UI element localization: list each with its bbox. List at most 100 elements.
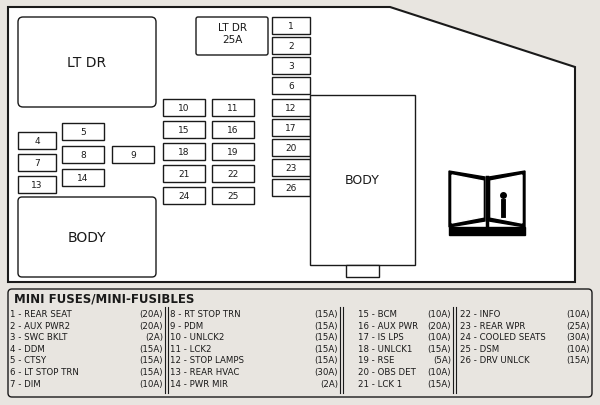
Polygon shape <box>489 172 525 228</box>
Text: 19 - RSE: 19 - RSE <box>358 356 395 364</box>
FancyBboxPatch shape <box>18 18 156 108</box>
Text: (30A): (30A) <box>566 333 590 341</box>
Text: (15A): (15A) <box>427 344 451 353</box>
Text: (15A): (15A) <box>314 356 338 364</box>
Text: (20A): (20A) <box>427 321 451 330</box>
Text: 20 - OBS DET: 20 - OBS DET <box>358 367 416 376</box>
Text: 22 - INFO: 22 - INFO <box>460 309 500 318</box>
FancyBboxPatch shape <box>196 18 268 56</box>
Text: 5 - CTSY: 5 - CTSY <box>10 356 46 364</box>
Text: 20: 20 <box>286 144 296 153</box>
Text: 25 - DSM: 25 - DSM <box>460 344 499 353</box>
Text: 4 - DDM: 4 - DDM <box>10 344 45 353</box>
Text: 2: 2 <box>288 42 294 51</box>
Text: (15A): (15A) <box>139 367 163 376</box>
Text: 8 - RT STOP TRN: 8 - RT STOP TRN <box>170 309 241 318</box>
Text: (15A): (15A) <box>314 344 338 353</box>
Text: 13: 13 <box>31 181 43 190</box>
Bar <box>112 147 154 164</box>
Text: 18: 18 <box>178 148 190 157</box>
Text: (15A): (15A) <box>314 321 338 330</box>
Bar <box>163 166 205 183</box>
Text: 4: 4 <box>34 136 40 146</box>
Text: (20A): (20A) <box>139 309 163 318</box>
Text: 7 - DIM: 7 - DIM <box>10 379 41 388</box>
Bar <box>272 179 310 196</box>
Polygon shape <box>449 172 485 228</box>
Text: 23: 23 <box>286 164 296 173</box>
Text: (10A): (10A) <box>427 333 451 341</box>
Text: MINI FUSES/MINI-FUSIBLES: MINI FUSES/MINI-FUSIBLES <box>14 292 194 305</box>
Text: 13 - REAR HVAC: 13 - REAR HVAC <box>170 367 239 376</box>
Text: 1: 1 <box>288 22 294 31</box>
Text: 5: 5 <box>80 128 86 136</box>
Text: 10: 10 <box>178 104 190 113</box>
Text: BODY: BODY <box>344 174 379 187</box>
Text: (25A): (25A) <box>566 321 590 330</box>
Polygon shape <box>452 175 483 224</box>
Bar <box>212 122 254 139</box>
Text: (2A): (2A) <box>320 379 338 388</box>
Bar <box>163 144 205 161</box>
Bar <box>163 188 205 205</box>
Text: 9 - PDM: 9 - PDM <box>170 321 203 330</box>
Bar <box>18 133 56 149</box>
Text: 17: 17 <box>285 124 297 133</box>
Text: LT DR: LT DR <box>67 56 107 70</box>
Text: 11 - LCK2: 11 - LCK2 <box>170 344 212 353</box>
Text: (15A): (15A) <box>566 356 590 364</box>
Text: 1 - REAR SEAT: 1 - REAR SEAT <box>10 309 72 318</box>
Text: 17 - IS LPS: 17 - IS LPS <box>358 333 404 341</box>
Text: 11: 11 <box>227 104 239 113</box>
Text: 3: 3 <box>288 62 294 71</box>
Text: 19: 19 <box>227 148 239 157</box>
Bar <box>62 124 104 141</box>
Bar <box>272 100 310 117</box>
Text: 2 - AUX PWR2: 2 - AUX PWR2 <box>10 321 70 330</box>
Text: 6 - LT STOP TRN: 6 - LT STOP TRN <box>10 367 79 376</box>
Bar <box>212 100 254 117</box>
Text: LT DR: LT DR <box>218 23 247 33</box>
Text: (10A): (10A) <box>566 344 590 353</box>
Bar <box>62 147 104 164</box>
Bar <box>212 188 254 205</box>
Polygon shape <box>8 8 575 282</box>
Text: 3 - SWC BKLT: 3 - SWC BKLT <box>10 333 67 341</box>
Text: BODY: BODY <box>68 230 106 244</box>
Text: 12 - STOP LAMPS: 12 - STOP LAMPS <box>170 356 244 364</box>
Text: (30A): (30A) <box>314 367 338 376</box>
Text: (15A): (15A) <box>427 379 451 388</box>
Text: 21: 21 <box>178 170 190 179</box>
Text: 10 - UNLCK2: 10 - UNLCK2 <box>170 333 224 341</box>
FancyBboxPatch shape <box>18 198 156 277</box>
Text: 23 - REAR WPR: 23 - REAR WPR <box>460 321 526 330</box>
Text: 24: 24 <box>178 192 190 200</box>
Bar <box>272 18 310 35</box>
Text: (15A): (15A) <box>139 344 163 353</box>
Text: 12: 12 <box>286 104 296 113</box>
Text: 7: 7 <box>34 159 40 168</box>
Bar <box>272 38 310 55</box>
Text: (10A): (10A) <box>139 379 163 388</box>
Text: 15: 15 <box>178 126 190 135</box>
Bar <box>272 78 310 95</box>
Text: 16: 16 <box>227 126 239 135</box>
Text: 14: 14 <box>77 174 89 183</box>
Bar <box>163 122 205 139</box>
Text: 25: 25 <box>227 192 239 200</box>
Text: 26: 26 <box>286 183 296 192</box>
Bar <box>272 58 310 75</box>
Text: 15 - BCM: 15 - BCM <box>358 309 397 318</box>
Text: 18 - UNLCK1: 18 - UNLCK1 <box>358 344 412 353</box>
Text: 8: 8 <box>80 151 86 160</box>
Bar <box>272 140 310 157</box>
Text: 25A: 25A <box>222 35 242 45</box>
Bar <box>272 160 310 177</box>
Bar <box>18 155 56 172</box>
Text: (15A): (15A) <box>314 333 338 341</box>
Text: 21 - LCK 1: 21 - LCK 1 <box>358 379 402 388</box>
Text: (15A): (15A) <box>139 356 163 364</box>
Text: (10A): (10A) <box>427 309 451 318</box>
Text: (15A): (15A) <box>314 309 338 318</box>
Bar <box>212 144 254 161</box>
